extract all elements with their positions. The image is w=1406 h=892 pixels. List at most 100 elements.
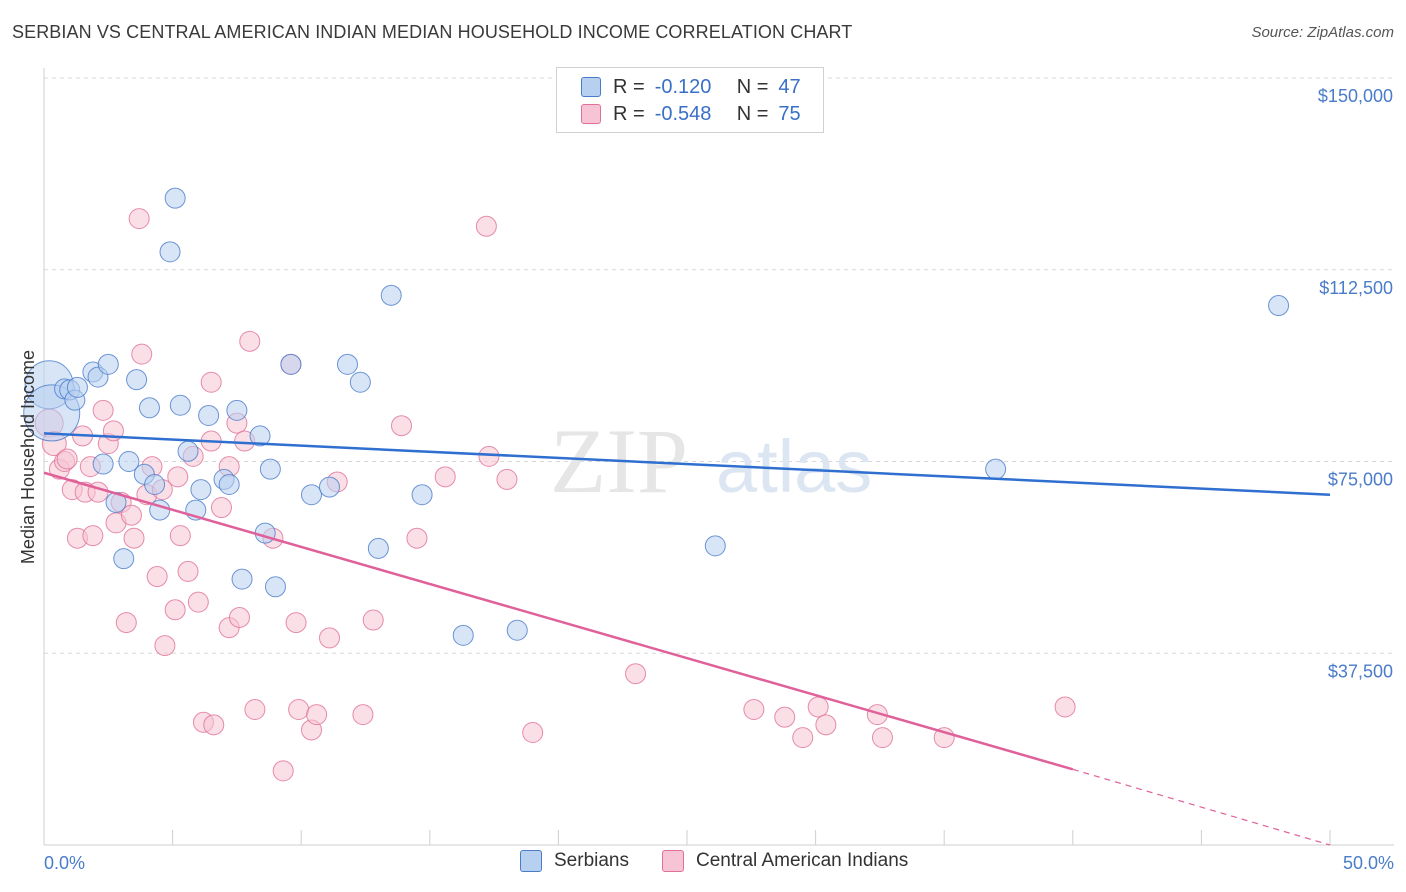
chart-source: Source: ZipAtlas.com [1251,24,1394,41]
cai-point [285,612,307,634]
serbian-point [144,474,166,496]
legend-row-serbians: R = -0.120 N = 47 [581,74,801,100]
cai-point [203,714,225,736]
stats-legend: R = -0.120 N = 47 R = -0.548 N = 75 [556,67,824,133]
y-tick-label: $37,500 [1328,661,1393,681]
serbian-point [164,187,186,209]
cai-point [1054,696,1076,718]
serbian-point [704,535,726,557]
serbian-point [92,453,114,475]
cai-point [522,722,544,744]
serbian-point [198,404,220,426]
cai-n-value: 75 [778,102,801,125]
watermark: ZIP atlas [550,410,872,512]
cai-r-value: -0.548 [654,102,712,125]
chart-title: SERBIAN VS CENTRAL AMERICAN INDIAN MEDIA… [12,22,853,42]
serbians-r-value: -0.120 [654,75,712,98]
cai-point [167,466,189,488]
cai-point [391,415,413,437]
serbian-point [113,548,135,570]
cai-point [625,663,647,685]
cai-legend-swatch [662,850,684,872]
legend-row-cai: R = -0.548 N = 75 [581,101,801,127]
serbian-point [169,394,191,416]
cai-point [306,704,328,726]
n-label: N = [736,75,769,98]
serbian-point [259,458,281,480]
serbian-point [177,440,199,462]
serbian-point [336,353,358,375]
cai-point [187,591,209,613]
serbian-point [226,399,248,421]
cai-point [792,727,814,749]
cai-point [177,560,199,582]
cai-point [128,208,150,230]
y-tick-label: $75,000 [1328,470,1393,490]
cai-legend-label: Central American Indians [696,850,909,871]
cai-point [434,466,456,488]
cai-point [164,599,186,621]
serbians-swatch [581,77,601,97]
serbian-point [218,474,240,496]
serbian-point [231,568,253,590]
y-tick-label: $150,000 [1318,86,1393,106]
serbian-point [506,619,528,641]
serbian-point [97,353,119,375]
serbians-legend-swatch [520,850,542,872]
serbian-point [138,397,160,419]
x-tick-label-left: 0.0% [44,853,85,873]
cai-point [496,468,518,490]
serbian-point [280,353,302,375]
cai-point [815,714,837,736]
y-axis-label: Median Household Income [18,350,38,564]
cai-point [244,698,266,720]
serbian-point [318,476,340,498]
gridlines [44,77,1394,654]
bottom-legend-serbians: Serbians [520,850,629,872]
serbian-point [264,576,286,598]
cai-point [239,330,261,352]
cai-point [56,448,78,470]
trendlines [43,432,1331,846]
cai-point [743,698,765,720]
x-tick-label-right: 50.0% [1343,853,1394,873]
cai-point [871,727,893,749]
serbian-point [349,371,371,393]
y-tick-labels: $37,500 $75,000 $112,500 $150,000 [1318,86,1393,681]
cai-trendline [43,471,1074,771]
cai-point [406,527,428,549]
cai-point [807,696,829,718]
cai-point [475,215,497,237]
cai-point [123,527,145,549]
cai-point [146,566,168,588]
r-label: R = [613,75,645,98]
y-tick-label: $112,500 [1319,278,1393,298]
x-ticks [43,830,1331,845]
serbian-point [126,369,148,391]
cai-swatch [581,104,601,124]
serbian-point [300,484,322,506]
cai-point [478,445,500,467]
cai-point [154,635,176,657]
serbian-points [23,187,1290,646]
cai-point [115,612,137,634]
serbian-point [159,241,181,263]
cai-point [272,760,294,782]
cai-point [200,371,222,393]
serbians-trendline [43,432,1331,496]
cai-point [228,606,250,628]
cai-point [210,497,232,519]
cai-trendline-extension [1072,768,1331,846]
cai-point [92,399,114,421]
serbian-point [190,479,212,501]
serbian-point [254,522,276,544]
cai-point [362,609,384,631]
serbian-point [118,451,140,472]
serbian-point [985,458,1007,480]
serbian-point [1268,295,1290,317]
cai-point [774,706,796,728]
serbians-legend-label: Serbians [554,850,629,871]
bottom-legend-cai: Central American Indians [662,850,908,872]
serbian-point [380,284,402,306]
